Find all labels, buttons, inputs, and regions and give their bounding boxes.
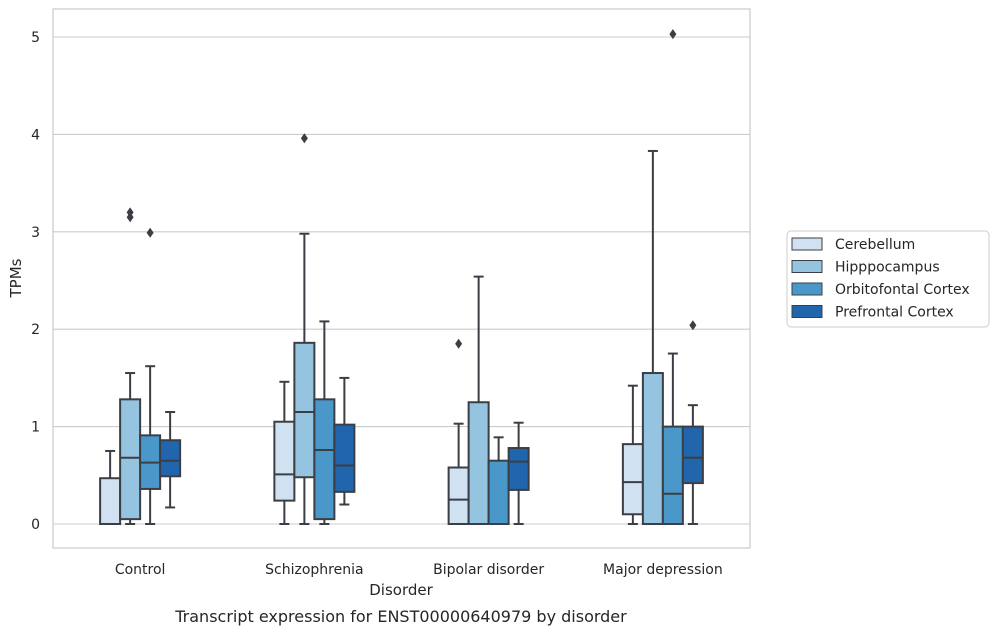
legend-swatch bbox=[791, 260, 823, 273]
box-marks bbox=[99, 29, 704, 526]
box-prefrontal-cortex-schizophrenia bbox=[333, 376, 356, 506]
legend-item-cerebellum: Cerebellum bbox=[791, 237, 915, 253]
box-body bbox=[641, 372, 664, 525]
box-body bbox=[313, 398, 336, 521]
box-body bbox=[333, 423, 356, 493]
box-body bbox=[507, 447, 530, 491]
legend: Cerebellum Hipppocampus Orbitofontal Corte… bbox=[786, 230, 990, 328]
box-body bbox=[119, 398, 142, 521]
legend-label: Orbitofontal Cortex bbox=[835, 282, 970, 298]
box-body bbox=[487, 459, 510, 526]
y-tick-label-3: 3 bbox=[31, 225, 40, 241]
y-tick-label-4: 4 bbox=[31, 127, 40, 143]
box-body bbox=[681, 425, 704, 485]
x-tick-labels: Control Schizophrenia Bipolar disorder Majo… bbox=[115, 562, 723, 578]
y-axis-label: TPMs bbox=[7, 258, 25, 298]
y-tick-labels: 0 1 2 3 4 5 bbox=[31, 30, 40, 533]
box-body bbox=[621, 443, 644, 516]
box-orbitofontal-cortex-schizophrenia bbox=[313, 320, 336, 525]
y-tick-label-1: 1 bbox=[31, 420, 40, 436]
box-body bbox=[99, 477, 122, 525]
outlier-marker-0 bbox=[689, 320, 697, 331]
x-tick-label-control: Control bbox=[115, 562, 166, 578]
box-body bbox=[447, 466, 470, 525]
box-orbitofontal-cortex-bipolar-disorder bbox=[487, 436, 510, 526]
outlier-marker-0 bbox=[455, 338, 463, 349]
outlier-marker-0 bbox=[300, 133, 308, 144]
y-tick-label-5: 5 bbox=[31, 30, 40, 46]
plot-frame bbox=[52, 8, 751, 549]
outlier-marker-0 bbox=[146, 227, 154, 238]
legend-swatch bbox=[791, 305, 823, 318]
outlier-marker-0 bbox=[669, 29, 677, 40]
x-tick-label-major-depression: Major depression bbox=[603, 562, 723, 578]
x-axis-label: Disorder bbox=[369, 581, 433, 599]
box-body bbox=[661, 425, 684, 526]
legend-label: Prefrontal Cortex bbox=[835, 305, 954, 321]
box-prefrontal-cortex-major-depression bbox=[681, 320, 704, 525]
chart-caption: Transcript expression for ENST0000064097… bbox=[174, 607, 627, 626]
box-cerebellum-schizophrenia bbox=[273, 380, 296, 525]
box-orbitofontal-cortex-major-depression bbox=[661, 29, 684, 526]
box-body bbox=[467, 401, 490, 525]
legend-frame bbox=[786, 230, 990, 328]
legend-swatch bbox=[791, 282, 823, 296]
box-body bbox=[293, 341, 316, 479]
y-tick-label-0: 0 bbox=[31, 517, 40, 533]
x-tick-label-bipolar-disorder: Bipolar disorder bbox=[433, 562, 544, 578]
box-cerebellum-control bbox=[99, 449, 122, 525]
y-tick-label-2: 2 bbox=[31, 322, 40, 338]
legend-label: Cerebellum bbox=[835, 237, 915, 253]
box-body bbox=[159, 439, 182, 478]
outlier-marker-1 bbox=[126, 207, 134, 218]
legend-label: Hipppocampus bbox=[835, 260, 940, 276]
legend-item-hipppocampus: Hipppocampus bbox=[791, 260, 940, 276]
box-prefrontal-cortex-bipolar-disorder bbox=[507, 421, 530, 525]
box-prefrontal-cortex-control bbox=[159, 410, 182, 509]
legend-swatch bbox=[791, 237, 823, 251]
legend-item-prefrontal-cortex: Prefrontal Cortex bbox=[791, 305, 954, 321]
x-tick-label-schizophrenia: Schizophrenia bbox=[265, 562, 363, 578]
box-body bbox=[273, 420, 296, 502]
box-cerebellum-bipolar-disorder bbox=[447, 338, 470, 525]
legend-item-orbitofontal-cortex: Orbitofontal Cortex bbox=[791, 282, 970, 298]
